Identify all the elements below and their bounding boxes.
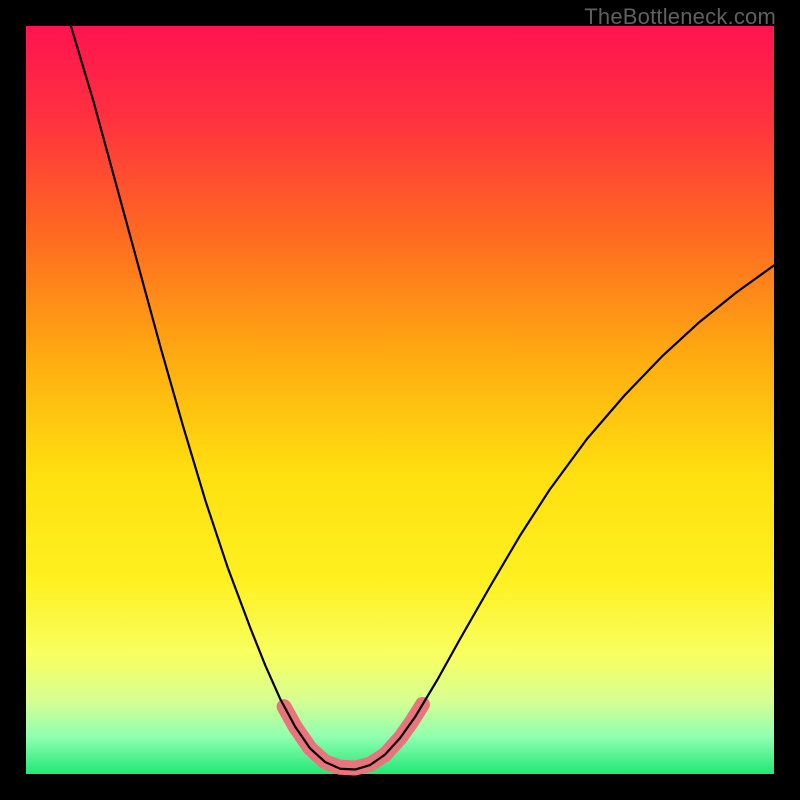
gradient-background bbox=[26, 26, 774, 774]
watermark-text: TheBottleneck.com bbox=[584, 4, 776, 30]
canvas-outer: TheBottleneck.com bbox=[0, 0, 800, 800]
chart-svg bbox=[26, 26, 774, 774]
plot-area bbox=[26, 26, 774, 774]
